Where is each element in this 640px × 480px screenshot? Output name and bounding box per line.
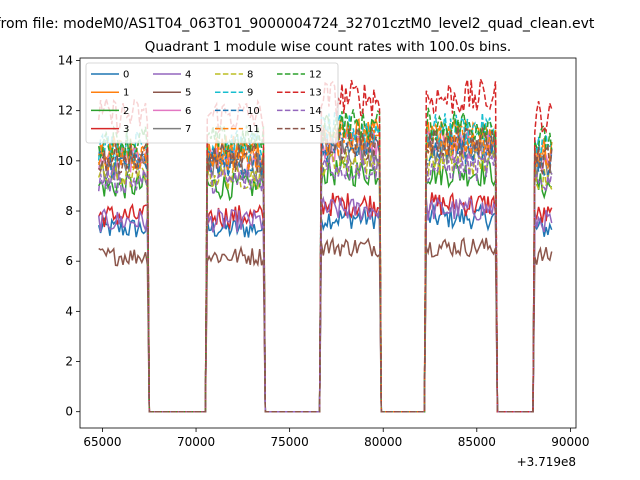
legend-label-7: 7	[185, 124, 191, 135]
y-axis: 0 2 4 6 8 10 12 14	[58, 54, 80, 419]
series-line-4	[97, 195, 553, 413]
legend-label-12: 12	[309, 70, 322, 81]
legend-label-2: 2	[123, 106, 129, 117]
legend-label-13: 13	[309, 88, 322, 99]
x-offset-label: +3.719e8	[517, 455, 576, 469]
x-axis: 65000 70000 75000 80000 85000 90000	[83, 428, 589, 449]
x-tick-label: 80000	[364, 435, 402, 449]
y-tick-label: 8	[65, 204, 73, 218]
legend-label-1: 1	[123, 88, 129, 99]
legend-label-10: 10	[247, 106, 260, 117]
figure-suptitle: Plot of count rate from file: modeM0/AS1…	[0, 16, 595, 32]
series-line-2	[98, 155, 553, 413]
legend-label-0: 0	[123, 70, 129, 81]
y-tick-label: 6	[65, 254, 73, 268]
legend-label-11: 11	[247, 124, 260, 135]
legend-label-14: 14	[309, 106, 322, 117]
y-tick-label: 14	[58, 54, 73, 68]
legend-label-3: 3	[123, 124, 129, 135]
series-line-10	[98, 131, 553, 413]
plot-area-frame	[79, 57, 577, 429]
series-line-0	[97, 203, 553, 413]
series-line-5	[98, 236, 553, 413]
chart-title: Quadrant 1 module wise count rates with …	[145, 39, 511, 55]
legend-label-5: 5	[185, 88, 191, 99]
x-tick-label: 75000	[271, 435, 309, 449]
x-tick-label: 85000	[458, 435, 496, 449]
y-tick-label: 4	[65, 304, 73, 318]
y-tick-label: 0	[65, 405, 73, 419]
legend-label-15: 15	[309, 124, 322, 135]
x-tick-label: 70000	[177, 435, 215, 449]
y-tick-label: 10	[58, 154, 73, 168]
legend-label-4: 4	[185, 70, 191, 81]
legend-box	[85, 62, 339, 144]
series-line-15	[98, 125, 553, 413]
y-tick-label: 2	[65, 355, 73, 369]
x-tick-label: 65000	[83, 435, 121, 449]
series-line-11	[97, 122, 553, 413]
x-tick-label: 90000	[551, 435, 589, 449]
legend-label-6: 6	[185, 106, 191, 117]
legend-label-8: 8	[247, 70, 253, 81]
legend-label-9: 9	[247, 88, 253, 99]
series-line-14	[97, 150, 553, 413]
y-tick-label: 12	[58, 104, 73, 118]
